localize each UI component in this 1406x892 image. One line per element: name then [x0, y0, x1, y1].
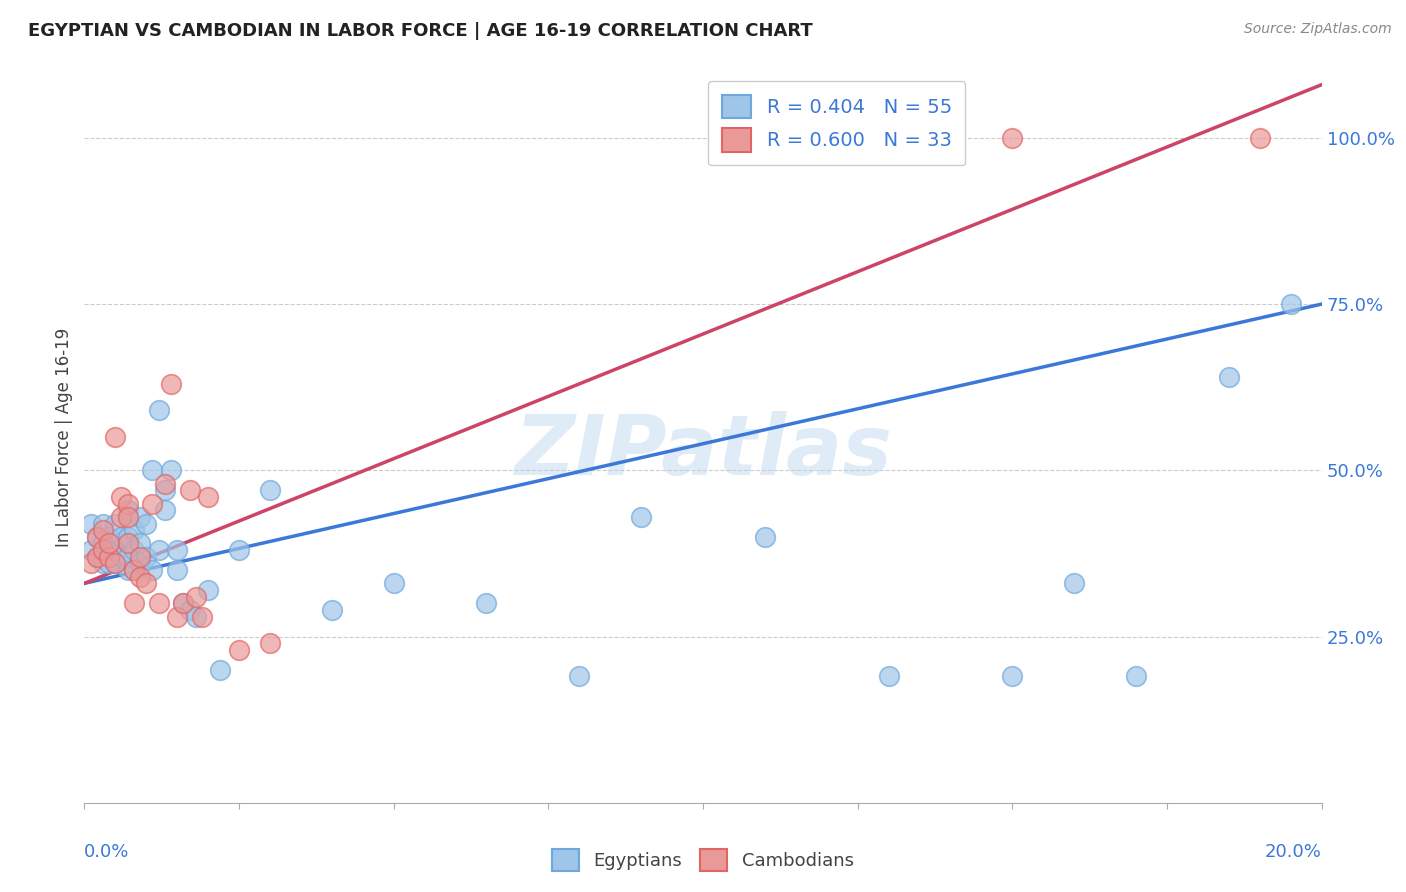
Point [754, 530, 776, 544]
Point [172, 596, 194, 610]
Text: 0.0%: 0.0% [84, 843, 129, 861]
Point [209, 663, 232, 677]
Point [259, 483, 281, 498]
Point [259, 636, 281, 650]
Point [568, 669, 591, 683]
Point [1249, 131, 1271, 145]
Point [148, 596, 170, 610]
Point [166, 563, 188, 577]
Point [630, 509, 652, 524]
Point [104, 430, 127, 444]
Text: Source: ZipAtlas.com: Source: ZipAtlas.com [1244, 22, 1392, 37]
Point [141, 463, 163, 477]
Text: 20.0%: 20.0% [1265, 843, 1322, 861]
Point [197, 582, 219, 597]
Point [1125, 669, 1147, 683]
Legend: R = 0.404   N = 55, R = 0.600   N = 33: R = 0.404 N = 55, R = 0.600 N = 33 [709, 81, 966, 166]
Point [117, 530, 139, 544]
Point [153, 503, 176, 517]
Point [104, 516, 127, 531]
Point [172, 596, 194, 610]
Point [1279, 297, 1302, 311]
Y-axis label: In Labor Force | Age 16-19: In Labor Force | Age 16-19 [55, 327, 73, 547]
Point [1063, 576, 1085, 591]
Point [98, 530, 121, 544]
Point [141, 563, 163, 577]
Point [79, 557, 101, 571]
Point [91, 523, 114, 537]
Point [122, 596, 145, 610]
Legend: Egyptians, Cambodians: Egyptians, Cambodians [546, 842, 860, 879]
Point [91, 557, 114, 571]
Point [79, 516, 101, 531]
Point [98, 543, 121, 558]
Point [1218, 370, 1240, 384]
Point [117, 563, 139, 577]
Point [110, 509, 132, 524]
Point [110, 549, 132, 564]
Point [104, 543, 127, 558]
Point [104, 557, 127, 571]
Point [1001, 131, 1024, 145]
Point [117, 549, 139, 564]
Point [179, 603, 201, 617]
Point [122, 563, 145, 577]
Point [86, 530, 108, 544]
Point [1001, 669, 1024, 683]
Point [129, 536, 152, 550]
Point [135, 576, 157, 591]
Point [122, 523, 145, 537]
Point [179, 483, 201, 498]
Point [117, 497, 139, 511]
Point [160, 463, 183, 477]
Point [104, 557, 127, 571]
Point [110, 530, 132, 544]
Point [153, 483, 176, 498]
Point [135, 549, 157, 564]
Point [184, 590, 207, 604]
Point [86, 530, 108, 544]
Point [122, 563, 145, 577]
Point [148, 543, 170, 558]
Point [110, 490, 132, 504]
Point [382, 576, 405, 591]
Point [160, 376, 183, 391]
Point [153, 476, 176, 491]
Point [475, 596, 498, 610]
Point [86, 549, 108, 564]
Point [117, 509, 139, 524]
Point [228, 643, 250, 657]
Point [321, 603, 343, 617]
Text: EGYPTIAN VS CAMBODIAN IN LABOR FORCE | AGE 16-19 CORRELATION CHART: EGYPTIAN VS CAMBODIAN IN LABOR FORCE | A… [28, 22, 813, 40]
Point [877, 669, 900, 683]
Point [117, 503, 139, 517]
Point [135, 516, 157, 531]
Point [184, 609, 207, 624]
Point [129, 509, 152, 524]
Point [117, 536, 139, 550]
Point [197, 490, 219, 504]
Point [228, 543, 250, 558]
Point [86, 549, 108, 564]
Point [98, 557, 121, 571]
Point [191, 609, 214, 624]
Point [166, 609, 188, 624]
Point [91, 536, 114, 550]
Point [129, 549, 152, 564]
Point [79, 543, 101, 558]
Point [141, 497, 163, 511]
Point [91, 543, 114, 558]
Point [129, 570, 152, 584]
Point [122, 543, 145, 558]
Text: ZIPatlas: ZIPatlas [515, 411, 891, 492]
Point [166, 543, 188, 558]
Point [129, 557, 152, 571]
Point [98, 549, 121, 564]
Point [91, 516, 114, 531]
Point [98, 536, 121, 550]
Point [148, 403, 170, 417]
